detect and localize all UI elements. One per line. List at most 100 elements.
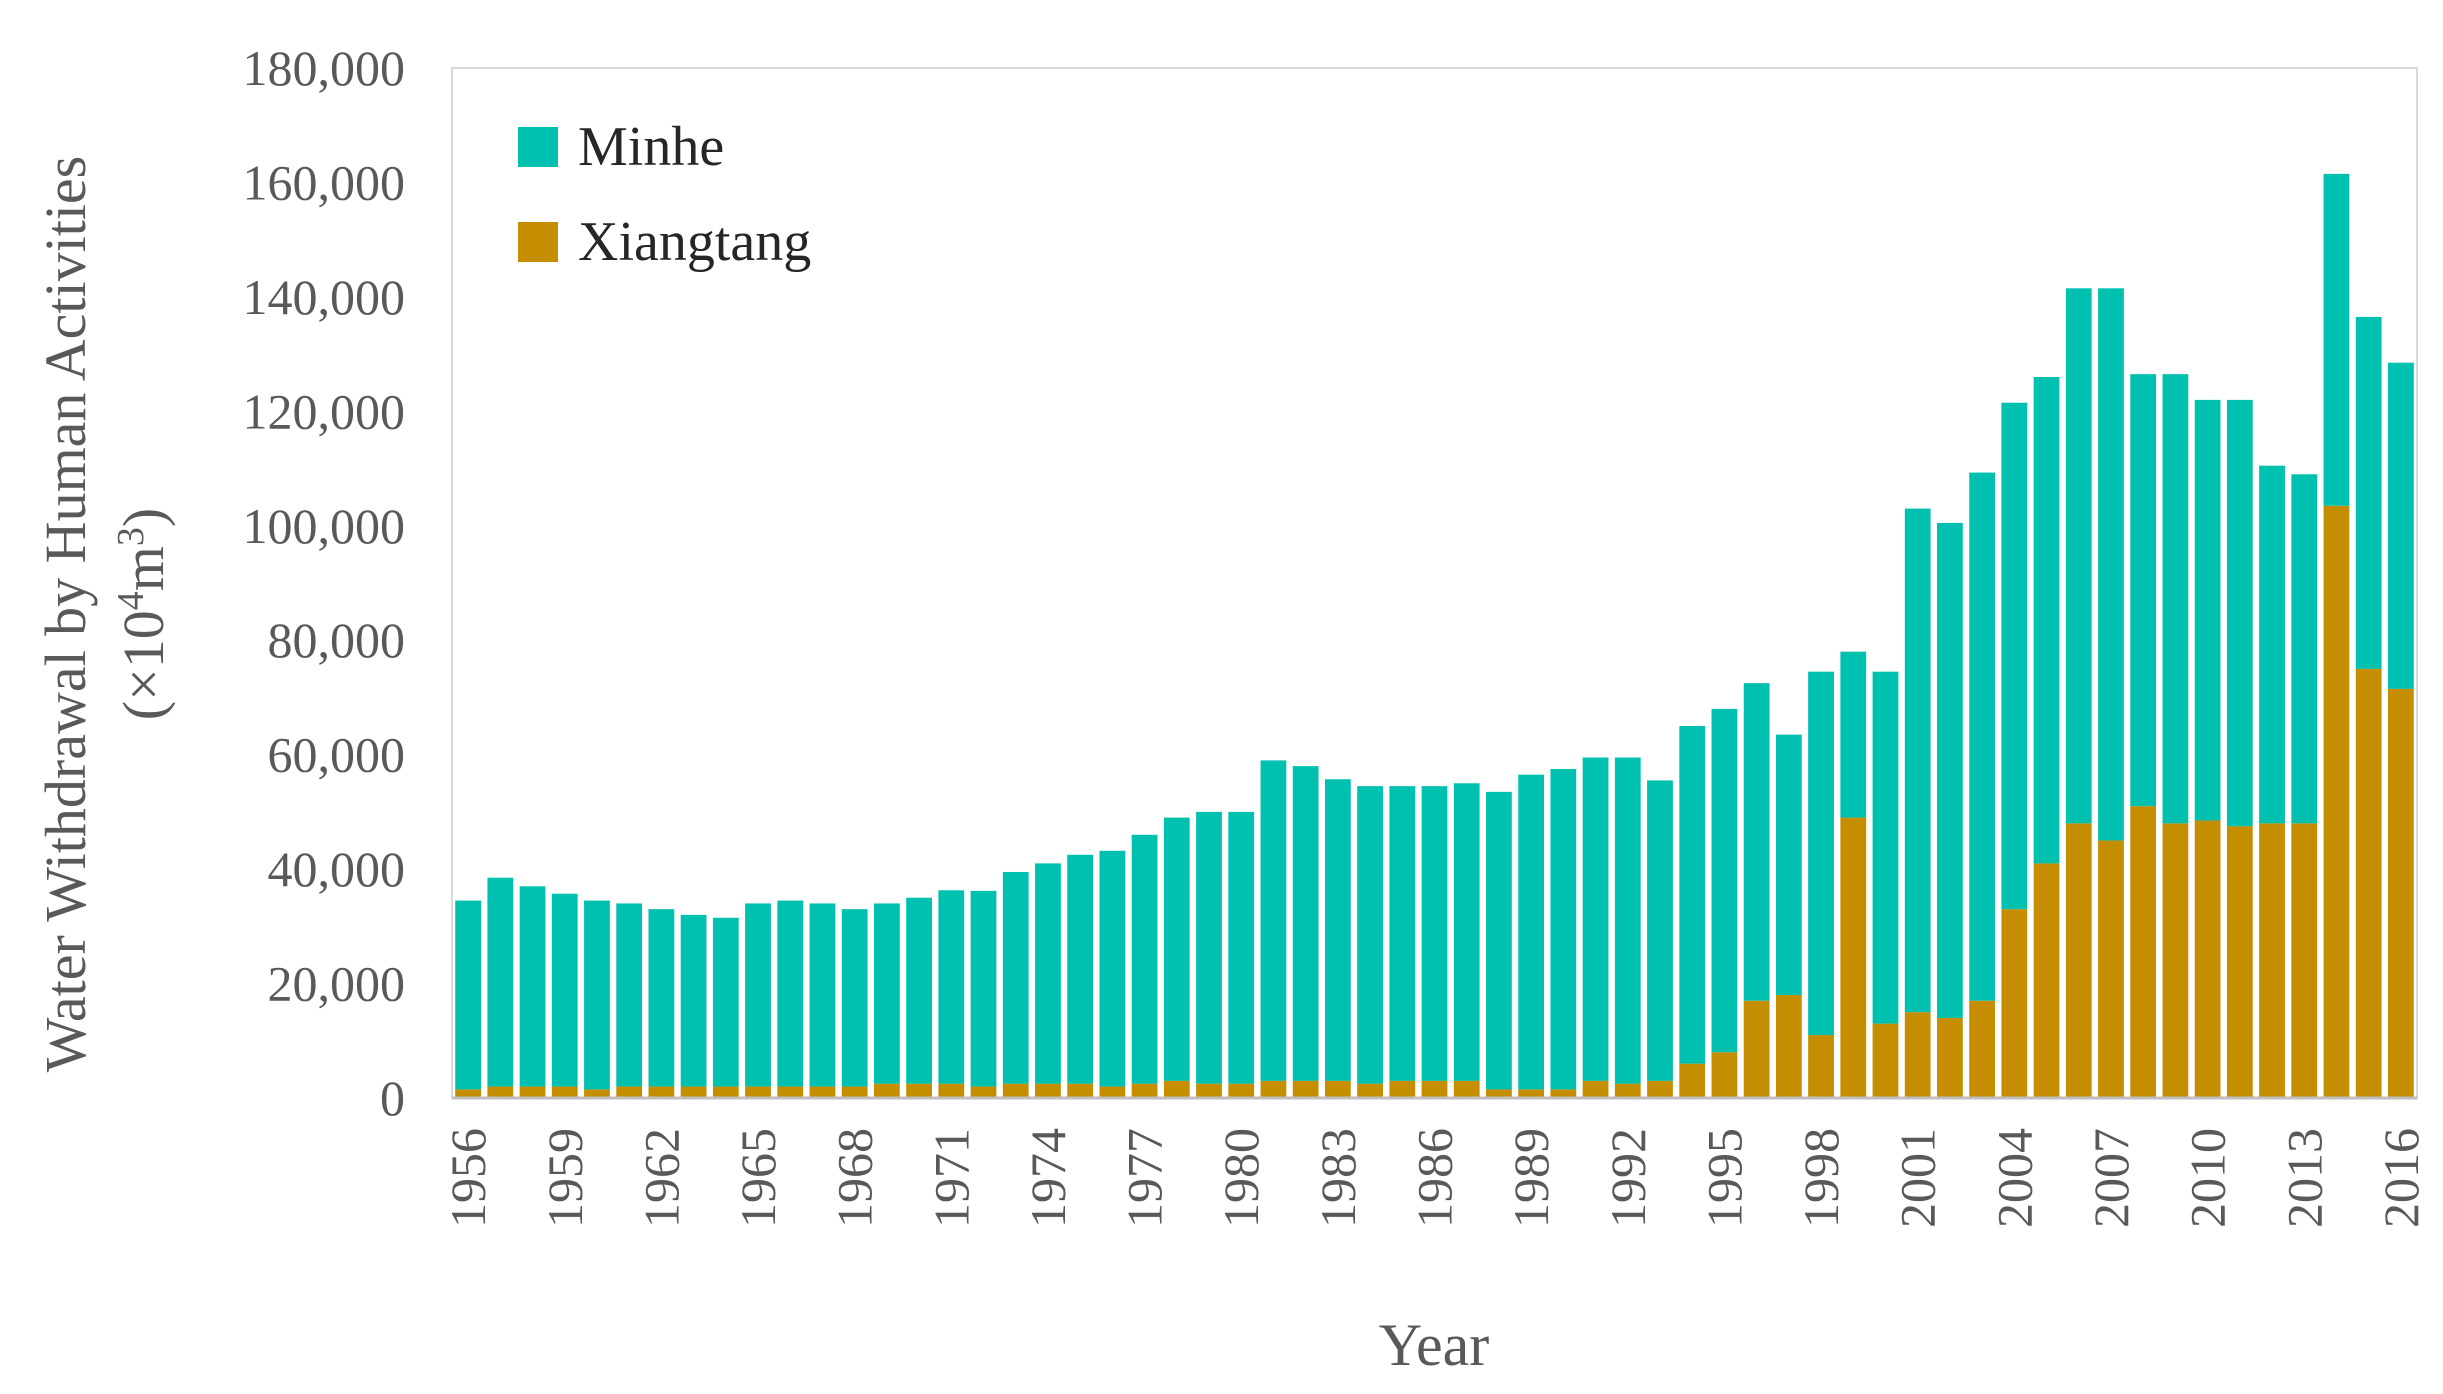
bar-xiangtang-2016 (2388, 688, 2414, 1098)
y-tick-label-80000: 80,000 (268, 612, 406, 668)
y-tick-label-180000: 180,000 (243, 40, 406, 96)
bar-xiangtang-1975 (1067, 1083, 1094, 1098)
x-tick-label-1974: 1974 (1020, 1128, 1076, 1228)
y-tick-label-20000: 20,000 (268, 956, 406, 1012)
bar-xiangtang-1968 (841, 1086, 868, 1098)
bar-minhe-1967 (809, 903, 836, 1087)
bar-minhe-2009 (2162, 374, 2189, 824)
bar-minhe-1961 (616, 903, 643, 1087)
bar-xiangtang-1996 (1743, 1000, 1770, 1098)
bar-xiangtang-1973 (1002, 1083, 1029, 1098)
bar-xiangtang-1999 (1840, 817, 1867, 1098)
y-tick-label-40000: 40,000 (268, 841, 406, 897)
bar-xiangtang-1989 (1518, 1089, 1545, 1098)
x-tick-label-1977: 1977 (1117, 1128, 1173, 1228)
bar-xiangtang-1986 (1421, 1080, 1448, 1098)
bar-minhe-1976 (1099, 850, 1126, 1087)
bar-xiangtang-2013 (2291, 823, 2318, 1098)
bar-minhe-1965 (745, 903, 771, 1087)
bar-minhe-1975 (1067, 854, 1094, 1084)
legend-swatch-minhe (518, 127, 558, 167)
bar-minhe-1986 (1421, 786, 1448, 1081)
bar-minhe-2012 (2259, 465, 2285, 824)
y-tick-label-140000: 140,000 (243, 269, 406, 325)
bar-xiangtang-2002 (1937, 1017, 1963, 1098)
bar-xiangtang-1959 (551, 1086, 578, 1098)
bar-minhe-1969 (873, 903, 900, 1084)
bar-minhe-1962 (648, 909, 675, 1087)
bar-minhe-2008 (2130, 374, 2157, 807)
bar-minhe-1977 (1131, 834, 1158, 1084)
bar-minhe-1996 (1743, 683, 1770, 1001)
x-tick-label-2013: 2013 (2276, 1128, 2332, 1228)
x-tick-label-1956: 1956 (440, 1128, 496, 1228)
bar-minhe-1957 (487, 877, 514, 1087)
bar-xiangtang-1974 (1035, 1083, 1061, 1098)
bar-minhe-1978 (1163, 817, 1190, 1081)
bar-minhe-2002 (1937, 522, 1963, 1018)
x-tick-label-1965: 1965 (730, 1128, 786, 1228)
bar-minhe-1968 (841, 909, 868, 1087)
bar-minhe-1999 (1840, 651, 1867, 818)
bar-minhe-1966 (777, 900, 804, 1087)
bar-xiangtang-2007 (2098, 840, 2124, 1098)
x-tick-label-2016: 2016 (2373, 1128, 2429, 1228)
bar-xiangtang-1983 (1324, 1080, 1351, 1098)
x-tick-label-1962: 1962 (633, 1128, 689, 1228)
bar-xiangtang-2014 (2323, 505, 2350, 1098)
y-tick-label-100000: 100,000 (243, 498, 406, 554)
bar-minhe-2010 (2194, 399, 2221, 821)
bar-xiangtang-1961 (616, 1086, 643, 1098)
bar-xiangtang-1958 (519, 1086, 546, 1098)
bar-minhe-1970 (906, 897, 932, 1084)
unit-open: (×10 (111, 610, 176, 720)
bar-minhe-1972 (970, 890, 997, 1087)
bar-minhe-2003 (1969, 472, 1996, 1001)
bar-xiangtang-1990 (1550, 1089, 1577, 1098)
bar-minhe-1963 (680, 914, 707, 1087)
bar-minhe-1987 (1453, 783, 1480, 1081)
x-tick-label-1983: 1983 (1310, 1128, 1366, 1228)
x-tick-label-2007: 2007 (2083, 1128, 2139, 1228)
bar-minhe-1985 (1389, 786, 1416, 1081)
bar-xiangtang-2000 (1872, 1023, 1899, 1098)
bar-xiangtang-1972 (970, 1086, 997, 1098)
bar-xiangtang-1957 (487, 1086, 514, 1098)
bar-xiangtang-2003 (1969, 1000, 1996, 1098)
bar-minhe-1979 (1196, 811, 1222, 1084)
x-tick-label-1995: 1995 (1696, 1128, 1752, 1228)
bar-xiangtang-1992 (1614, 1083, 1641, 1098)
bar-xiangtang-1969 (873, 1083, 900, 1098)
bar-xiangtang-1981 (1260, 1080, 1287, 1098)
x-tick-label-1986: 1986 (1407, 1128, 1463, 1228)
x-tick-label-1989: 1989 (1503, 1128, 1559, 1228)
x-tick-label-1959: 1959 (537, 1128, 593, 1228)
y-tick-label-160000: 160,000 (243, 154, 406, 210)
bar-minhe-1983 (1324, 779, 1351, 1081)
bar-xiangtang-1985 (1389, 1080, 1416, 1098)
bar-xiangtang-1971 (938, 1083, 965, 1098)
bar-xiangtang-1988 (1486, 1089, 1512, 1098)
bar-minhe-1989 (1518, 774, 1545, 1090)
x-tick-label-1968: 1968 (827, 1128, 883, 1228)
bar-minhe-1971 (938, 890, 965, 1084)
bar-minhe-1991 (1582, 757, 1609, 1081)
bar-xiangtang-2012 (2259, 823, 2285, 1098)
bar-xiangtang-2006 (2065, 823, 2092, 1098)
bar-xiangtang-1956 (455, 1089, 481, 1098)
bar-xiangtang-1977 (1131, 1083, 1158, 1098)
bar-xiangtang-1987 (1453, 1080, 1480, 1098)
bar-minhe-1992 (1614, 757, 1641, 1084)
bar-xiangtang-2005 (2033, 863, 2060, 1098)
bar-xiangtang-1964 (712, 1086, 739, 1098)
y-tick-label-120000: 120,000 (243, 383, 406, 439)
y-tick-label-0: 0 (380, 1070, 405, 1126)
bar-minhe-1981 (1260, 760, 1287, 1081)
bar-xiangtang-1976 (1099, 1086, 1126, 1098)
bar-xiangtang-1970 (906, 1083, 932, 1098)
bar-minhe-2004 (2001, 402, 2028, 910)
bar-xiangtang-1980 (1228, 1083, 1255, 1098)
bar-xiangtang-1997 (1775, 995, 1802, 1098)
bar-minhe-2014 (2323, 173, 2350, 506)
